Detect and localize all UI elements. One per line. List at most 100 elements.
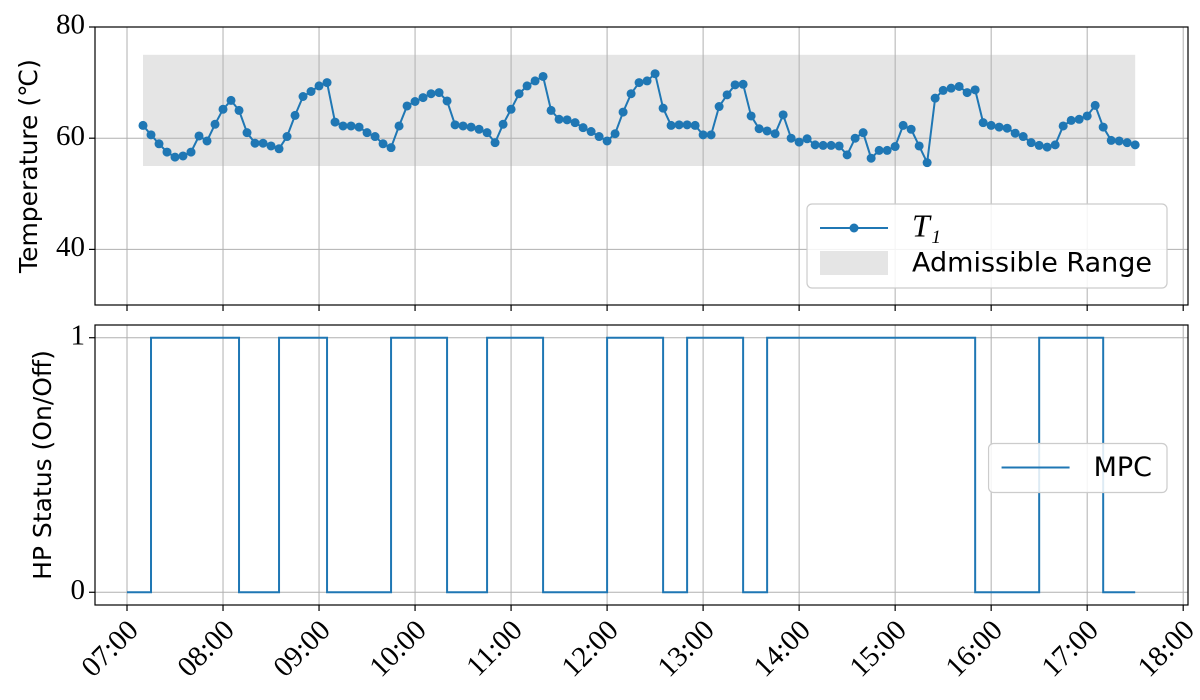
x-tick-label: 14:00	[747, 614, 816, 683]
series-marker	[394, 121, 404, 131]
series-marker	[442, 96, 452, 106]
series-marker	[546, 105, 556, 115]
legend-label: MPC	[1094, 452, 1152, 483]
series-marker	[242, 128, 252, 138]
series-marker	[850, 133, 860, 143]
axes-frame	[94, 26, 1189, 306]
series-marker	[802, 134, 812, 144]
series-marker	[530, 76, 540, 86]
x-tick-label: 13:00	[651, 614, 720, 683]
series-marker	[650, 69, 660, 79]
series-marker	[522, 81, 532, 91]
series-marker	[1042, 142, 1052, 152]
series-marker	[250, 138, 260, 148]
series-marker	[562, 115, 572, 125]
series-marker	[410, 97, 420, 107]
series-marker	[306, 86, 316, 96]
series-marker	[698, 130, 708, 140]
series-marker	[882, 145, 892, 155]
series-marker	[770, 129, 780, 139]
series-marker	[506, 104, 516, 114]
series-marker	[930, 93, 940, 103]
legend-label: T₁	[912, 207, 941, 243]
series-marker	[1058, 121, 1068, 131]
series-marker	[682, 120, 692, 130]
legend-swatch	[820, 251, 889, 275]
series-marker	[474, 124, 484, 134]
series-marker	[458, 121, 468, 131]
series-marker	[1074, 114, 1084, 124]
series-marker	[706, 130, 716, 140]
series-marker	[874, 145, 884, 155]
x-tick-label: 17:00	[1035, 614, 1104, 683]
series-marker	[626, 89, 636, 99]
series-marker	[938, 85, 948, 95]
series-marker	[1018, 132, 1028, 142]
series-marker	[842, 150, 852, 160]
series-marker	[1026, 138, 1036, 148]
series-marker	[1114, 136, 1124, 146]
series-marker	[834, 141, 844, 151]
series-marker	[658, 103, 668, 113]
series-marker	[434, 88, 444, 98]
series-marker	[754, 124, 764, 134]
series-marker	[666, 120, 676, 130]
series-marker	[634, 78, 644, 88]
series-marker	[778, 110, 788, 120]
series-marker	[722, 90, 732, 100]
series-marker	[194, 131, 204, 141]
admissible-band	[143, 54, 1136, 166]
y-tick-label: 1	[71, 319, 86, 351]
series-marker	[162, 147, 172, 157]
x-tick-label: 08:00	[171, 614, 240, 683]
series-marker	[386, 143, 396, 153]
y-tick-label: 0	[71, 574, 86, 606]
series-marker	[810, 140, 820, 150]
x-tick-label: 10:00	[363, 614, 432, 683]
series-marker	[1106, 135, 1116, 145]
series-marker	[378, 139, 388, 149]
series-marker	[962, 88, 972, 98]
y-axis-label: Temperature (℃)	[14, 59, 43, 274]
series-marker	[570, 118, 580, 128]
series-marker	[338, 121, 348, 131]
series-marker	[1002, 123, 1012, 133]
x-tick-label: 16:00	[939, 614, 1008, 683]
series-marker	[994, 122, 1004, 132]
series-marker	[586, 127, 596, 137]
series-marker	[970, 85, 980, 95]
series-marker	[274, 144, 284, 154]
y-axis-label: HP Status (On/Off)	[28, 350, 57, 580]
series-marker	[826, 140, 836, 150]
series-marker	[1050, 140, 1060, 150]
series-marker	[282, 132, 292, 142]
series-marker	[818, 140, 828, 150]
series-marker	[322, 78, 332, 88]
y-tick-label: 60	[56, 120, 85, 152]
series-marker	[314, 81, 324, 91]
series-marker	[978, 118, 988, 128]
series-marker	[906, 124, 916, 134]
series-marker	[170, 152, 180, 162]
series-marker	[426, 89, 436, 99]
series-marker	[138, 120, 148, 130]
legend: MPC	[987, 442, 1168, 494]
series-marker	[226, 95, 236, 105]
series-marker	[986, 120, 996, 130]
series-step	[127, 336, 1136, 594]
series-marker	[1010, 128, 1020, 138]
series-marker	[914, 141, 924, 151]
series-marker	[186, 147, 196, 157]
x-tick-label: 18:00	[1132, 614, 1200, 683]
series-marker	[258, 138, 268, 148]
series-marker	[466, 122, 476, 132]
series-marker	[1098, 122, 1108, 132]
series-marker	[450, 120, 460, 130]
series-marker	[618, 107, 628, 117]
axes-frame	[94, 324, 1189, 606]
series-marker	[746, 111, 756, 121]
x-tick-label: 15:00	[843, 614, 912, 683]
legend-box	[987, 442, 1168, 494]
series-marker	[738, 79, 748, 89]
